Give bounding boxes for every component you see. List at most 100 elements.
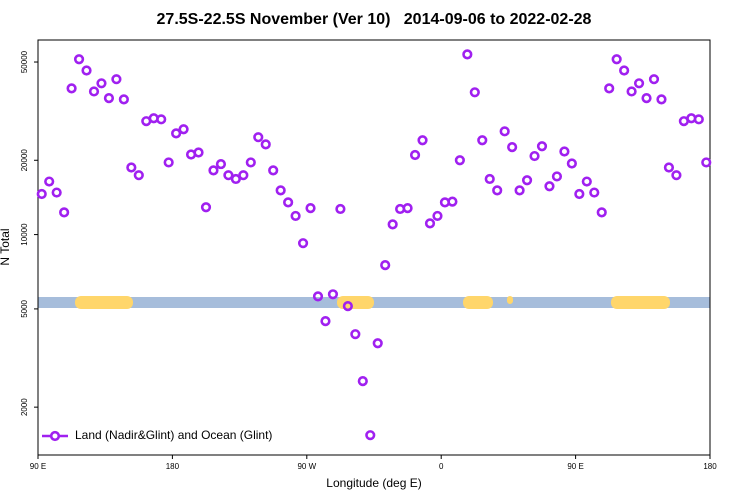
point xyxy=(51,187,62,198)
point xyxy=(551,171,563,182)
point xyxy=(230,173,241,185)
point xyxy=(372,338,383,349)
point xyxy=(320,316,331,327)
point xyxy=(193,147,204,158)
point xyxy=(387,219,398,230)
point xyxy=(305,203,316,214)
point xyxy=(223,170,234,181)
land-band xyxy=(507,296,513,304)
point xyxy=(178,124,189,135)
point xyxy=(200,202,212,213)
point xyxy=(81,65,92,76)
point xyxy=(335,203,346,215)
point xyxy=(507,142,518,153)
point xyxy=(469,87,480,98)
y-axis-label: N Total xyxy=(0,228,12,265)
point xyxy=(656,94,667,105)
point xyxy=(492,185,503,196)
point xyxy=(133,170,144,181)
y-tick-label: 50000 xyxy=(20,50,29,73)
point xyxy=(536,141,548,152)
point xyxy=(357,376,368,387)
point xyxy=(424,218,436,229)
point xyxy=(454,155,465,166)
point xyxy=(342,301,353,312)
x-tick-label: 180 xyxy=(703,462,717,471)
point xyxy=(432,210,443,222)
point xyxy=(633,78,645,89)
point xyxy=(596,207,607,218)
point xyxy=(559,146,570,157)
point xyxy=(402,203,413,214)
point xyxy=(290,210,301,222)
point xyxy=(96,78,107,89)
point xyxy=(663,162,675,173)
point xyxy=(103,93,115,104)
surface-band xyxy=(38,296,710,309)
x-tick-label: 90 E xyxy=(30,462,46,471)
point xyxy=(156,114,167,125)
point xyxy=(260,139,271,150)
point xyxy=(36,188,47,200)
point xyxy=(574,188,585,200)
legend-label: Land (Nadir&Glint) and Ocean (Glint) xyxy=(75,428,272,442)
point xyxy=(380,260,391,271)
y-tick-label: 2000 xyxy=(20,398,29,416)
point xyxy=(619,65,630,76)
point xyxy=(118,94,129,105)
x-axis-label: Longitude (deg E) xyxy=(326,476,421,490)
chart-title: 27.5S-22.5S November (Ver 10) 2014-09-06… xyxy=(157,11,592,28)
plot-frame xyxy=(37,39,711,456)
x-tick-label: 180 xyxy=(166,462,180,471)
point xyxy=(544,181,555,192)
point xyxy=(514,185,525,196)
point xyxy=(566,158,577,169)
land-band xyxy=(337,296,374,309)
point xyxy=(245,157,256,168)
point xyxy=(521,175,533,186)
y-tick-label: 20000 xyxy=(20,149,29,172)
point xyxy=(365,430,376,441)
x-tick-label: 90 E xyxy=(567,462,583,471)
point xyxy=(297,238,309,249)
y-tick-label: 5000 xyxy=(20,299,29,317)
land-band xyxy=(463,296,493,309)
point xyxy=(529,150,540,162)
point xyxy=(163,157,174,168)
land-band xyxy=(611,296,670,309)
point xyxy=(66,83,77,94)
point xyxy=(238,170,249,181)
point xyxy=(499,126,510,137)
point xyxy=(215,158,227,170)
point xyxy=(208,165,219,176)
point xyxy=(409,149,421,161)
point xyxy=(693,114,704,125)
x-tick-label: 90 W xyxy=(297,462,316,471)
point xyxy=(589,187,600,198)
point xyxy=(417,135,428,146)
point xyxy=(312,291,324,302)
point xyxy=(701,157,712,168)
point xyxy=(604,83,615,94)
point xyxy=(44,176,55,187)
point xyxy=(671,170,682,181)
point xyxy=(283,197,294,208)
point xyxy=(59,207,70,218)
point xyxy=(275,185,286,196)
point xyxy=(111,74,122,85)
point xyxy=(447,196,458,207)
point xyxy=(626,86,637,97)
point xyxy=(484,173,495,185)
point xyxy=(88,86,100,97)
point xyxy=(648,74,660,85)
point xyxy=(327,289,339,300)
land-band xyxy=(75,296,133,309)
point xyxy=(126,162,137,173)
point xyxy=(350,329,361,340)
point xyxy=(253,132,264,143)
point xyxy=(268,165,279,176)
point xyxy=(641,93,652,104)
point xyxy=(462,49,473,60)
